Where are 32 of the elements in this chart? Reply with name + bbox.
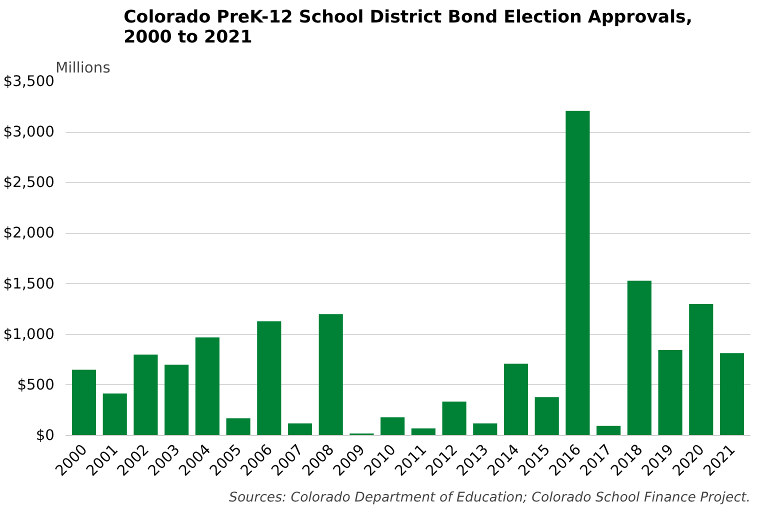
bar xyxy=(380,417,405,436)
bar xyxy=(164,364,189,436)
bar xyxy=(442,402,466,436)
y-tick-label: $500 xyxy=(17,376,55,394)
bar xyxy=(627,280,652,436)
y-tick-label: $3,000 xyxy=(3,124,55,141)
bar xyxy=(257,321,282,436)
bar xyxy=(288,423,312,436)
y-tick-label: $3,500 xyxy=(3,73,55,90)
bar xyxy=(195,337,220,436)
bar xyxy=(226,418,250,436)
bar xyxy=(134,354,158,436)
bar xyxy=(318,314,343,436)
y-tick-label: $0 xyxy=(36,427,55,444)
y-tick-label: $1,500 xyxy=(3,275,55,292)
bar xyxy=(689,304,714,436)
bar xyxy=(504,364,528,436)
bar xyxy=(102,394,127,436)
y-axis-title: Millions xyxy=(56,60,110,76)
bar xyxy=(596,426,621,436)
y-tick-label: $2,000 xyxy=(3,224,55,242)
bar xyxy=(72,370,96,436)
source-note: Sources: Colorado Department of Education; Colorado School Finance Project. xyxy=(229,490,751,506)
bar xyxy=(411,428,436,436)
bar xyxy=(566,110,590,436)
bar xyxy=(534,397,559,436)
bar xyxy=(658,350,682,436)
y-tick-label: $1,000 xyxy=(3,326,55,343)
bar xyxy=(473,423,498,436)
y-tick-label: $2,500 xyxy=(3,174,55,192)
chart-title: Colorado PreK-12 School District Bond Election Approvals, 2000 to 2021 xyxy=(124,8,692,48)
bar xyxy=(720,353,744,436)
